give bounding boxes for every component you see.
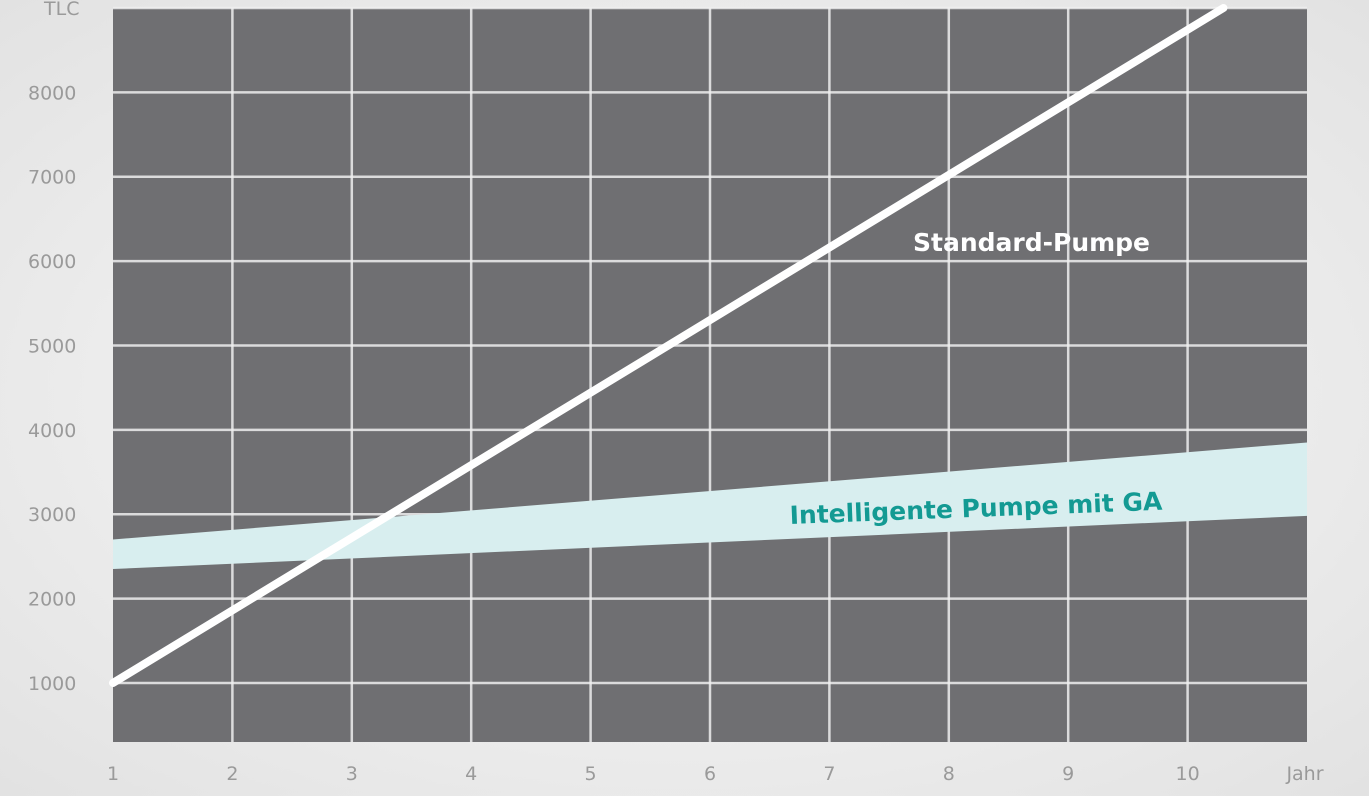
y-tick-label: 6000 <box>28 251 76 273</box>
standard-pump-line-layer <box>109 4 1228 687</box>
x-tick-label: 1 <box>107 763 119 785</box>
standard-pump-label: Standard-Pumpe <box>913 228 1150 257</box>
y-tick-label: 5000 <box>28 335 76 357</box>
intelligent-pump-band <box>113 442 1307 570</box>
y-tick-label: 8000 <box>28 82 76 104</box>
tick-labels: 1000 2000 3000 4000 5000 6000 7000 8000 1 2 3 4 5 6 7 8… <box>28 82 1200 785</box>
x-axis-label: Jahr <box>1285 763 1323 785</box>
y-tick-label: 7000 <box>28 167 76 189</box>
y-tick-label: 2000 <box>28 589 76 611</box>
x-tick-label: 6 <box>704 763 716 785</box>
standard-pump-line <box>109 4 1228 687</box>
y-tick-label: 3000 <box>28 504 76 526</box>
x-tick-label: 7 <box>823 763 835 785</box>
x-tick-label: 10 <box>1176 763 1200 785</box>
intelligent-pump-band-layer <box>113 442 1307 570</box>
y-tick-label: 1000 <box>28 673 76 695</box>
y-axis-label: TLC <box>43 0 79 20</box>
x-tick-label: 3 <box>346 763 358 785</box>
x-tick-label: 4 <box>465 763 477 785</box>
x-tick-label: 8 <box>943 763 955 785</box>
y-tick-label: 4000 <box>28 420 76 442</box>
x-tick-label: 5 <box>585 763 597 785</box>
x-tick-label: 9 <box>1062 763 1074 785</box>
x-tick-label: 2 <box>226 763 238 785</box>
